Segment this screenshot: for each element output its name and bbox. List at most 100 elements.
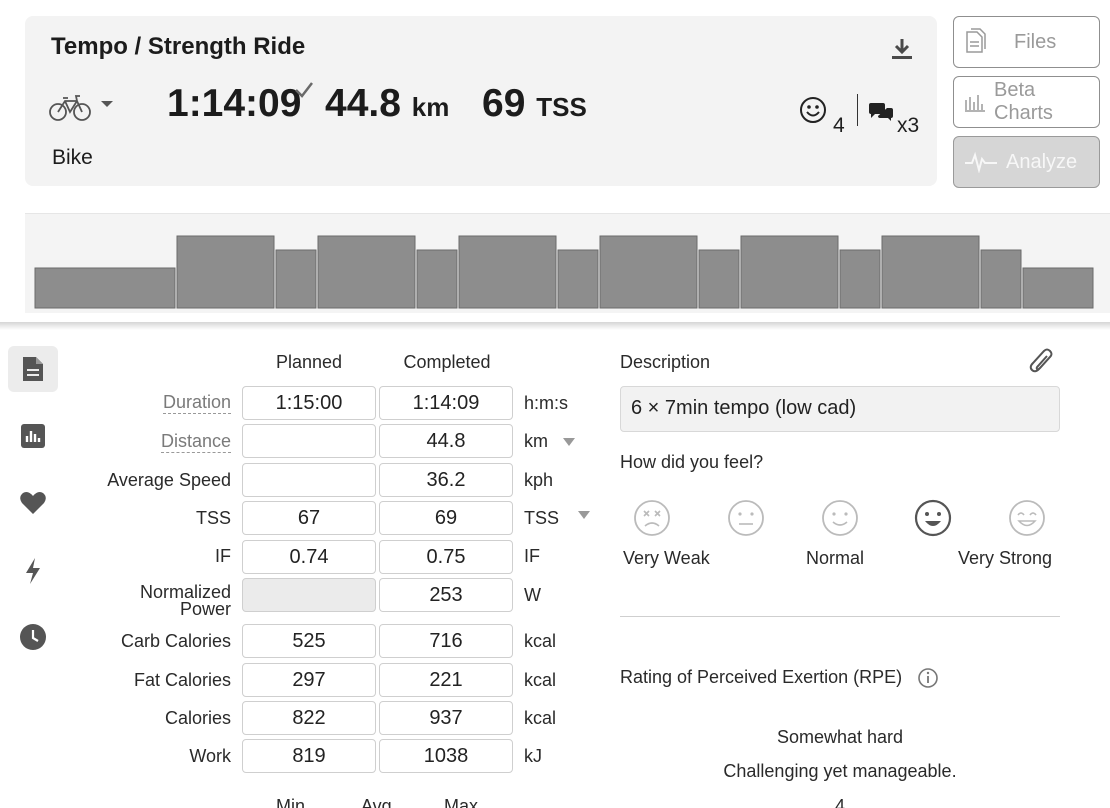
feel-very-strong-label: Very Strong	[958, 548, 1053, 568]
planned-fat-calories-input[interactable]: 297	[242, 663, 376, 697]
interval-block[interactable]	[317, 235, 416, 309]
tss-value: 69	[482, 82, 526, 125]
calories-unit: kcal	[524, 708, 557, 728]
planned-duration-input[interactable]: 1:15:00	[242, 386, 376, 420]
section-divider	[620, 616, 1060, 617]
interval-block[interactable]	[980, 249, 1022, 309]
interval-block[interactable]	[557, 249, 599, 309]
comments-icon[interactable]	[867, 101, 895, 123]
completed-fat-calories-input[interactable]: 221	[379, 663, 513, 697]
workout-structure-chart	[25, 213, 1110, 313]
chart-icon	[965, 95, 985, 112]
download-icon[interactable]	[889, 36, 915, 62]
interval-block[interactable]	[1022, 267, 1094, 309]
feel-strong-icon[interactable]	[913, 498, 953, 538]
beta-charts-button[interactable]: Beta Charts	[953, 76, 1100, 128]
duration-stat: 1:14:09	[167, 82, 302, 125]
smiley-face-icon	[800, 97, 826, 123]
planned-work-input[interactable]: 819	[242, 739, 376, 773]
interval-block[interactable]	[839, 249, 881, 309]
chevron-down-icon[interactable]	[562, 437, 576, 447]
rail-power-tab[interactable]	[8, 548, 58, 594]
interval-block[interactable]	[881, 235, 980, 309]
planned-tss-input[interactable]: 67	[242, 501, 376, 535]
completed-distance-input[interactable]: 44.8	[379, 424, 513, 458]
planned-column-header: Planned	[275, 352, 343, 372]
np-label-line2: Power	[179, 599, 231, 619]
heartbeat-icon	[965, 151, 997, 173]
duration-unit: h:m:s	[524, 393, 569, 413]
feel-weak-icon[interactable]	[726, 498, 766, 538]
tss-unit: TSS	[536, 92, 587, 122]
planned-carb-calories-input[interactable]: 525	[242, 624, 376, 658]
planned-distance-input[interactable]	[242, 424, 376, 458]
completed-normalized-power-input[interactable]: 253	[379, 578, 513, 612]
row-label-average-speed: Average Speed	[107, 470, 231, 490]
bar-chart-icon	[21, 424, 45, 448]
row-label-carb-calories: Carb Calories	[120, 631, 231, 651]
planned-normalized-power-input	[242, 578, 376, 612]
np-label-line1: Normalized	[139, 582, 231, 602]
rail-charts-tab[interactable]	[8, 413, 58, 459]
feel-count: 4	[833, 114, 845, 137]
workout-title: Tempo / Strength Ride	[51, 33, 306, 60]
tss-stat: 69 TSS	[482, 82, 587, 126]
interval-block[interactable]	[740, 235, 839, 309]
feel-very-strong-icon[interactable]	[1007, 498, 1047, 538]
interval-block[interactable]	[698, 249, 740, 309]
interval-block[interactable]	[416, 249, 458, 309]
files-button-label: Files	[1014, 30, 1057, 53]
stat-divider	[857, 94, 858, 126]
work-unit: kJ	[524, 746, 542, 766]
planned-calories-input[interactable]: 822	[242, 701, 376, 735]
description-label: Description	[620, 352, 711, 372]
interval-block[interactable]	[176, 235, 275, 309]
interval-block[interactable]	[275, 249, 317, 309]
completed-calories-input[interactable]: 937	[379, 701, 513, 735]
analyze-button-label: Analyze	[1006, 150, 1078, 173]
carb-calories-unit: kcal	[524, 631, 557, 651]
feel-very-weak-icon[interactable]	[632, 498, 672, 538]
chevron-down-icon[interactable]	[577, 510, 591, 520]
analyze-button[interactable]: Analyze	[953, 136, 1100, 188]
row-label-tss: TSS	[195, 508, 231, 528]
paperclip-icon[interactable]	[1027, 346, 1055, 376]
info-icon[interactable]	[917, 667, 939, 689]
rail-health-tab[interactable]	[8, 480, 58, 526]
rail-summary-tab[interactable]	[8, 346, 58, 392]
tss-unit-select[interactable]: TSS	[524, 508, 560, 528]
clock-icon	[20, 624, 46, 650]
completed-duration-input[interactable]: 1:14:09	[379, 386, 513, 420]
rpe-value: 4	[834, 796, 845, 808]
planned-if-input[interactable]: 0.74	[242, 540, 376, 574]
completed-check-icon	[295, 82, 313, 98]
planned-average-speed-input[interactable]	[242, 463, 376, 497]
distance-unit-select[interactable]: km	[524, 431, 548, 451]
completed-carb-calories-input[interactable]: 716	[379, 624, 513, 658]
interval-block[interactable]	[34, 267, 176, 309]
completed-tss-input[interactable]: 69	[379, 501, 513, 535]
avg-column-header: Avg	[361, 796, 392, 808]
interval-block[interactable]	[458, 235, 557, 309]
rail-history-tab[interactable]	[8, 614, 58, 660]
distance-value: 44.8	[325, 82, 401, 125]
completed-work-input[interactable]: 1038	[379, 739, 513, 773]
structure-svg	[34, 235, 1094, 309]
heart-icon	[20, 492, 46, 514]
row-label-work: Work	[189, 746, 231, 766]
comments-count: x3	[897, 114, 920, 137]
feel-normal-icon[interactable]	[820, 498, 860, 538]
bike-icon[interactable]	[49, 92, 91, 122]
description-field[interactable]: 6 × 7min tempo (low cad)	[620, 386, 1060, 432]
chart-divider-shadow	[0, 322, 1110, 330]
chevron-down-icon[interactable]	[99, 98, 115, 110]
distance-unit: km	[411, 92, 450, 122]
feel-normal-label: Normal	[806, 548, 865, 568]
rpe-description: Challenging yet manageable.	[723, 761, 957, 781]
completed-if-input[interactable]: 0.75	[379, 540, 513, 574]
row-label-duration[interactable]: Duration	[162, 392, 231, 414]
files-button[interactable]: Files	[953, 16, 1100, 68]
completed-average-speed-input[interactable]: 36.2	[379, 463, 513, 497]
interval-block[interactable]	[599, 235, 698, 309]
row-label-distance[interactable]: Distance	[160, 431, 231, 453]
